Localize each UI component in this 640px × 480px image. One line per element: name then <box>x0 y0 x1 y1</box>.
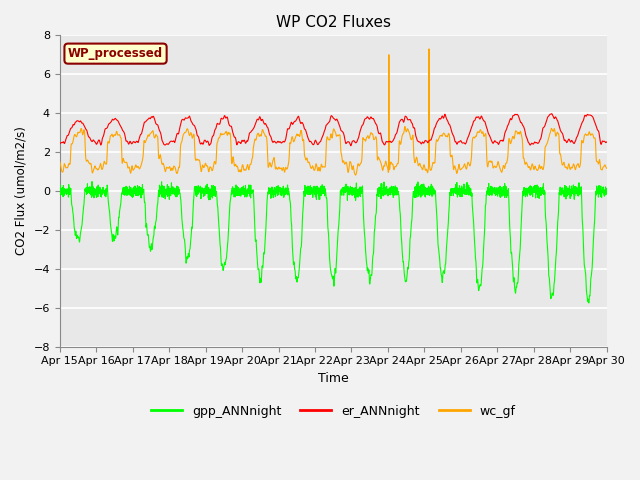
gpp_ANNnight <box>56 191 63 196</box>
gpp_ANNnight <box>209 188 216 194</box>
wc_gf <box>209 168 216 173</box>
gpp_ANNnight <box>387 188 394 193</box>
Y-axis label: CO2 Flux (umol/m2/s): CO2 Flux (umol/m2/s) <box>15 127 28 255</box>
wc_gf <box>603 166 611 171</box>
er_ANNnight <box>56 141 63 146</box>
Line: wc_gf: wc_gf <box>60 49 607 175</box>
wc_gf <box>173 170 180 176</box>
er_ANNnight <box>347 143 355 148</box>
wc_gf <box>425 46 433 52</box>
wc_gf <box>351 172 359 178</box>
gpp_ANNnight <box>603 190 611 195</box>
er_ANNnight <box>548 111 556 117</box>
er_ANNnight <box>387 139 394 144</box>
wc_gf <box>551 129 559 134</box>
Legend: gpp_ANNnight, er_ANNnight, wc_gf: gpp_ANNnight, er_ANNnight, wc_gf <box>146 400 521 423</box>
wc_gf <box>387 160 394 166</box>
wc_gf <box>56 158 63 164</box>
gpp_ANNnight <box>88 179 96 184</box>
gpp_ANNnight <box>551 273 559 279</box>
wc_gf <box>603 165 611 171</box>
X-axis label: Time: Time <box>318 372 349 385</box>
Line: er_ANNnight: er_ANNnight <box>60 114 607 145</box>
Text: WP_processed: WP_processed <box>68 47 163 60</box>
Title: WP CO2 Fluxes: WP CO2 Fluxes <box>276 15 390 30</box>
er_ANNnight <box>603 139 611 145</box>
gpp_ANNnight <box>173 184 181 190</box>
gpp_ANNnight <box>585 300 593 306</box>
er_ANNnight <box>209 133 216 139</box>
er_ANNnight <box>603 139 611 145</box>
er_ANNnight <box>396 118 404 124</box>
wc_gf <box>396 141 404 146</box>
Line: gpp_ANNnight: gpp_ANNnight <box>60 181 607 303</box>
gpp_ANNnight <box>396 210 404 216</box>
er_ANNnight <box>173 131 180 137</box>
er_ANNnight <box>551 115 559 120</box>
gpp_ANNnight <box>603 186 611 192</box>
